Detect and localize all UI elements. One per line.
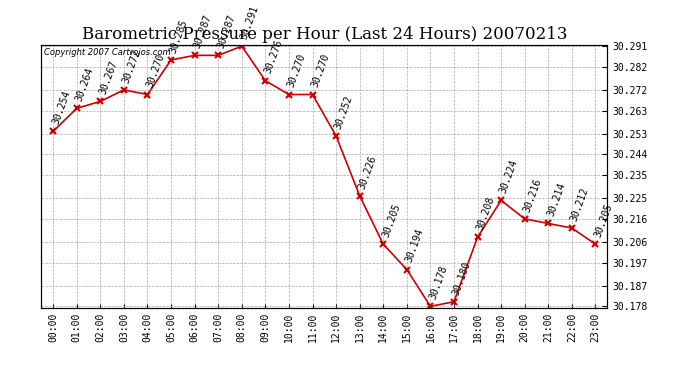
Text: 30.208: 30.208: [475, 195, 496, 232]
Text: 30.270: 30.270: [145, 53, 166, 89]
Text: 30.224: 30.224: [498, 158, 520, 195]
Text: 30.287: 30.287: [192, 13, 213, 50]
Title: Barometric Pressure per Hour (Last 24 Hours) 20070213: Barometric Pressure per Hour (Last 24 Ho…: [81, 27, 567, 44]
Text: 30.180: 30.180: [451, 260, 473, 296]
Text: 30.205: 30.205: [593, 202, 614, 238]
Text: Copyright 2007 Cartrojos.com: Copyright 2007 Cartrojos.com: [44, 48, 171, 57]
Text: 30.272: 30.272: [121, 48, 143, 84]
Text: 30.214: 30.214: [546, 182, 567, 218]
Text: 30.212: 30.212: [569, 186, 591, 222]
Text: 30.205: 30.205: [380, 202, 402, 238]
Text: 30.216: 30.216: [522, 177, 543, 213]
Text: 30.254: 30.254: [50, 89, 72, 126]
Text: 30.270: 30.270: [286, 53, 308, 89]
Text: 30.287: 30.287: [215, 13, 237, 50]
Text: 30.226: 30.226: [357, 154, 378, 190]
Text: 30.178: 30.178: [428, 264, 449, 301]
Text: 30.291: 30.291: [239, 4, 260, 40]
Text: 30.194: 30.194: [404, 227, 426, 264]
Text: 30.264: 30.264: [74, 66, 95, 103]
Text: 30.276: 30.276: [263, 39, 284, 75]
Text: 30.267: 30.267: [97, 59, 119, 96]
Text: 30.285: 30.285: [168, 18, 190, 54]
Text: 30.252: 30.252: [333, 94, 355, 130]
Text: 30.270: 30.270: [310, 53, 331, 89]
